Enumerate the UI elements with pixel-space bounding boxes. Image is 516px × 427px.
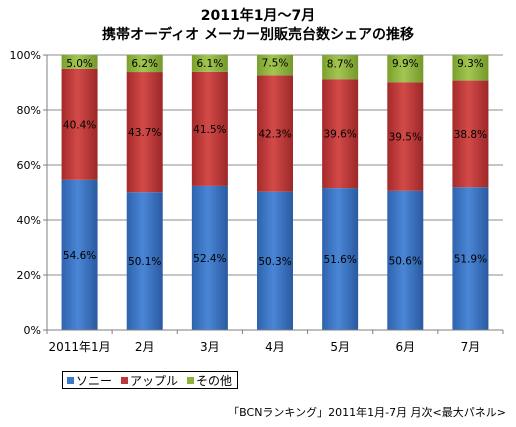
x-tick-label: 6月 [395,340,415,354]
bar-segment [322,188,359,330]
legend-item-sony: ソニー [67,372,112,389]
bar-segment [126,192,163,330]
data-label: 50.1% [128,256,161,268]
bar-segment [257,75,293,192]
x-tick-label: 7月 [461,340,481,354]
data-label: 41.5% [193,124,226,136]
bar-segment [126,55,163,73]
data-label: 6.2% [131,58,158,70]
data-label: 51.9% [454,254,487,266]
bar-segment [452,187,489,330]
bar-segment [452,55,489,81]
bar-segment [452,80,489,188]
source-note: 「BCNランキング」2011年1月-7月 月次<最大パネル> [228,406,506,419]
data-label: 43.7% [128,127,161,139]
data-label: 6.1% [197,58,224,70]
y-tick-label: 100% [10,49,41,62]
data-label: 9.9% [392,58,419,70]
x-tick-label: 4月 [265,340,285,354]
data-label: 54.6% [63,250,96,262]
bars [61,54,489,330]
y-tick-label: 80% [17,104,41,117]
x-tick-label: 5月 [330,340,350,354]
x-tick-label: 2月 [135,340,155,354]
data-label: 52.4% [193,253,226,265]
bar-segment [191,185,228,330]
bar-segment [61,179,98,330]
bar-segment [191,55,228,72]
data-label: 39.6% [323,129,356,141]
data-label: 50.3% [258,256,291,268]
axes: 0% 20% 40% 60% 80% 100% 2011年1月 2月 3月 4月 5月 6月 7月 [10,49,504,354]
legend-swatch-sony [67,376,74,384]
data-label: 8.7% [327,58,354,70]
data-label: 7.5% [262,58,289,70]
legend-swatch-other [187,376,195,384]
data-label: 40.4% [63,119,96,131]
bar-segment [126,72,163,193]
data-label: 39.5% [389,132,422,144]
bar-segment [387,190,424,330]
x-tick-label: 2011年1月 [48,340,110,354]
bar-segment [322,55,359,80]
bar-segment [61,55,98,69]
legend-item-apple: アップル [121,372,178,389]
data-label: 9.3% [457,58,484,70]
bar-segment [322,79,359,189]
y-tick-label: 40% [17,214,41,227]
bar-segment [387,82,424,191]
y-tick-label: 0% [24,324,41,337]
data-label: 42.3% [258,129,291,141]
data-label: 38.8% [454,129,487,141]
legend: ソニー アップル その他 [62,371,238,389]
bar-segment [387,55,424,83]
y-tick-label: 20% [17,269,41,282]
x-tick-label: 3月 [200,340,220,354]
legend-label-apple: アップル [130,373,179,388]
data-labels: 54.6% 40.4% 5.0% 50.1% 43.7% 6.2% 52.4% 41.5% 6.… [63,58,487,268]
data-label: 50.6% [389,255,422,267]
legend-item-other: その他 [187,372,232,389]
legend-swatch-apple [121,376,129,384]
bar-segment [257,54,293,76]
chart-subtitle: 携帯オーディオ メーカー別販売台数シェアの推移 [102,27,414,43]
chart-title: 2011年1月～7月 [200,8,316,24]
bar-segment [191,71,228,186]
bar-segment [257,191,293,330]
y-tick-label: 60% [17,159,41,172]
data-label: 5.0% [66,58,93,70]
data-label: 51.6% [323,254,356,266]
legend-label-sony: ソニー [76,373,113,388]
bar-segment [61,68,98,180]
legend-label-other: その他 [196,373,233,388]
